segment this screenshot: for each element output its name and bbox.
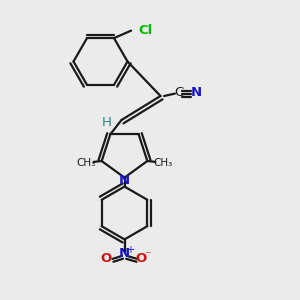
- Text: ⁻: ⁻: [145, 249, 151, 262]
- Text: O: O: [136, 252, 147, 266]
- Text: H: H: [102, 116, 112, 130]
- Text: CH₃: CH₃: [76, 158, 96, 167]
- Text: N: N: [119, 174, 130, 187]
- Text: Cl: Cl: [138, 24, 152, 37]
- Text: N: N: [191, 86, 202, 99]
- Text: C: C: [174, 86, 183, 99]
- Text: O: O: [100, 252, 111, 266]
- Text: +: +: [126, 245, 134, 255]
- Text: CH₃: CH₃: [153, 158, 172, 167]
- Text: N: N: [119, 247, 130, 260]
